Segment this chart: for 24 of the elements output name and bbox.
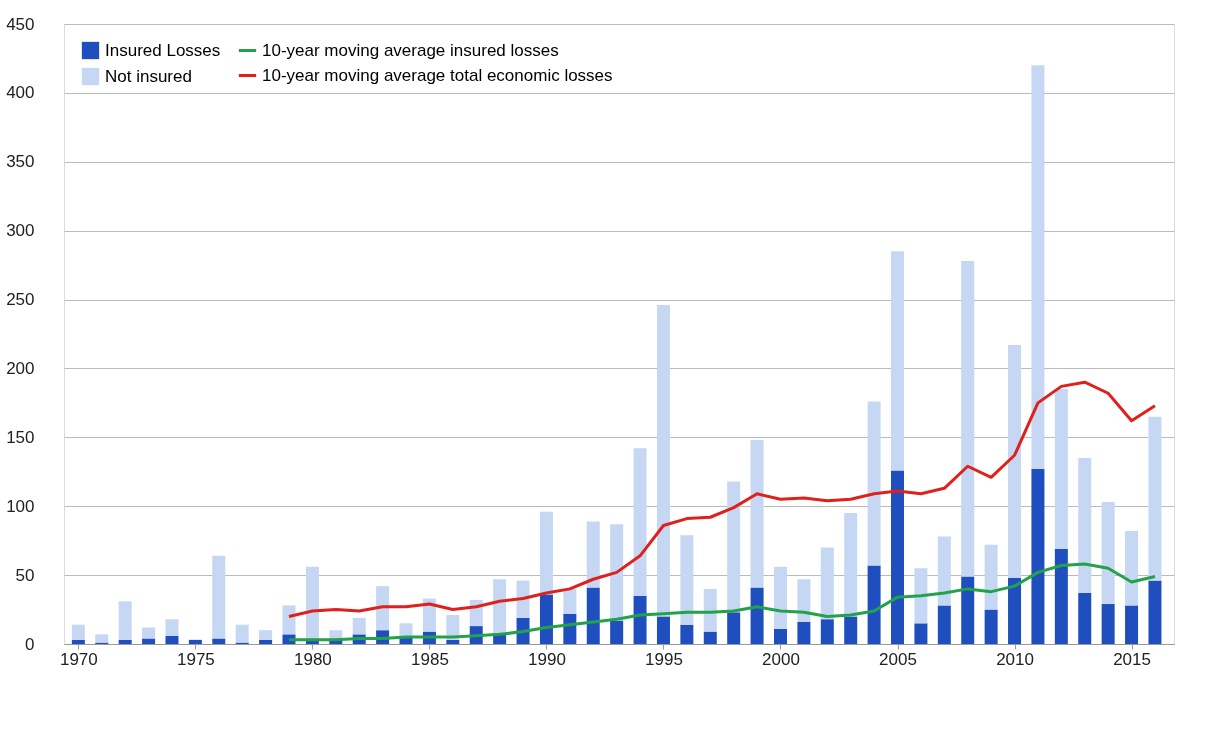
y-tick-label: 250 [6,290,35,310]
x-tick-label: 1980 [293,649,332,669]
y-tick-label: 50 [15,565,35,585]
legend-label: Insured Losses [105,40,221,60]
legend-label: Not insured [105,66,192,86]
y-tick-label: 450 [6,14,35,34]
x-tick-label: 1975 [176,649,215,669]
y-tick-label: 400 [6,83,35,103]
y-tick-label: 100 [6,496,35,516]
y-tick-label: 350 [6,152,35,172]
x-tick-label: 2000 [762,649,800,669]
legend-label: 10-year moving average total economic losses [262,65,613,85]
legend-label: 10-year moving average insured losses [262,40,559,60]
y-tick-label: 150 [6,427,35,447]
x-tick-label: 2005 [879,649,917,669]
x-tick-label: 1990 [528,649,566,669]
x-tick-label: 2015 [1113,649,1151,669]
y-tick-label: 200 [6,358,35,378]
x-tick-label: 1985 [411,649,449,669]
y-tick-label: 300 [6,221,35,241]
x-tick-label: 1995 [645,649,683,669]
x-tick-label: 2010 [996,649,1034,669]
x-tick-label: 1970 [59,649,98,669]
y-tick-label: 0 [25,634,35,654]
